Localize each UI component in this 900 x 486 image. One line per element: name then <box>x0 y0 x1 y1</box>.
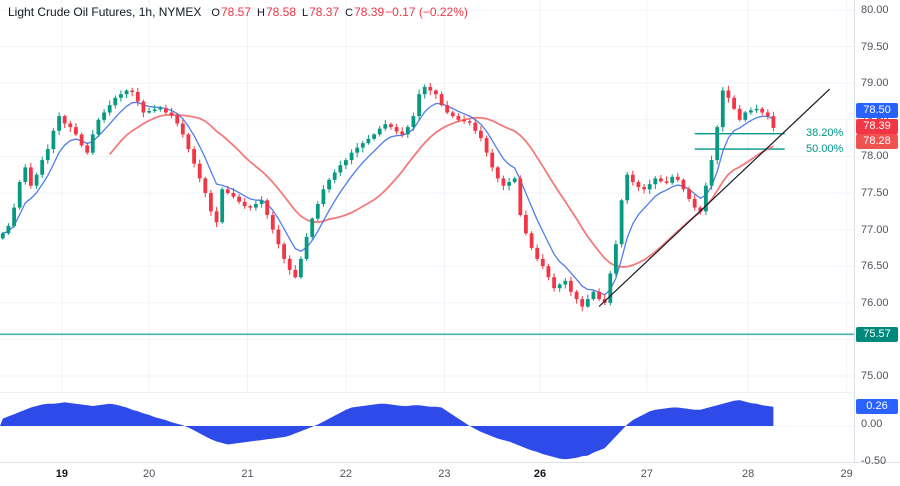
price-axis-label: 76.00 <box>861 296 889 309</box>
time-axis-label: 21 <box>241 468 254 480</box>
low-label: L <box>302 7 309 19</box>
change-value: −0.17 (−0.22%) <box>385 5 468 19</box>
time-axis-label: 27 <box>640 468 654 480</box>
last-price-badge: 78.39 <box>856 119 898 134</box>
high-label: H <box>257 7 265 19</box>
fib-level-382-label[interactable]: 38.20% <box>806 127 844 139</box>
time-axis-label: 22 <box>339 468 353 480</box>
time-axis-label: 23 <box>438 468 451 480</box>
high-value: 78.58 <box>265 5 296 19</box>
time-axis-label: 19 <box>55 468 69 480</box>
price-axis-label: 76.50 <box>861 260 889 273</box>
price-axis-label: 80.00 <box>861 4 889 16</box>
time-axis-label: 29 <box>840 468 853 480</box>
time-axis-label: 28 <box>741 468 755 480</box>
price-pane[interactable]: Light Crude Oil Futures, 1h, NYMEX O78.57… <box>0 0 855 392</box>
oscillator-value-badge: 0.26 <box>856 399 898 414</box>
low-value: 78.37 <box>309 5 340 19</box>
time-axis[interactable]: 19 20 21 22 23 26 27 28 29 <box>0 462 900 486</box>
close-value: 78.39 <box>354 5 385 19</box>
price-axis-label: 77.50 <box>861 187 889 199</box>
open-value: 78.57 <box>220 5 252 19</box>
oscillator-area-chart[interactable] <box>0 393 855 463</box>
price-axis-label: 79.00 <box>861 77 889 90</box>
chart-legend: Light Crude Oil Futures, 1h, NYMEX O78.57… <box>8 5 468 19</box>
time-axis-label: 20 <box>142 468 156 480</box>
price-axis-label: 75.00 <box>861 370 889 382</box>
price-axis[interactable]: 78.50 78.39 78.28 75.57 0.26 80.00 79.50 7… <box>854 0 900 467</box>
ma-fast-price-badge: 78.50 <box>856 103 898 118</box>
open-label: O <box>211 7 220 19</box>
indicator-pane[interactable] <box>0 392 855 463</box>
price-axis-label: 77.00 <box>861 223 889 236</box>
level-price-badge: 75.57 <box>856 327 898 342</box>
oscillator-axis-label: 0.00 <box>861 418 883 430</box>
close-label: C <box>345 7 354 19</box>
fib-level-500-label[interactable]: 50.00% <box>806 143 844 155</box>
ma-slow-price-badge: 78.28 <box>856 134 898 149</box>
price-axis-label: 79.50 <box>861 40 889 53</box>
price-axis-label: 78.00 <box>861 150 889 163</box>
oscillator-axis-label: -0.50 <box>861 455 887 467</box>
candlestick-chart[interactable] <box>0 0 855 392</box>
time-axis-label: 26 <box>533 468 547 480</box>
symbol-title[interactable]: Light Crude Oil Futures, 1h, NYMEX <box>8 5 202 19</box>
